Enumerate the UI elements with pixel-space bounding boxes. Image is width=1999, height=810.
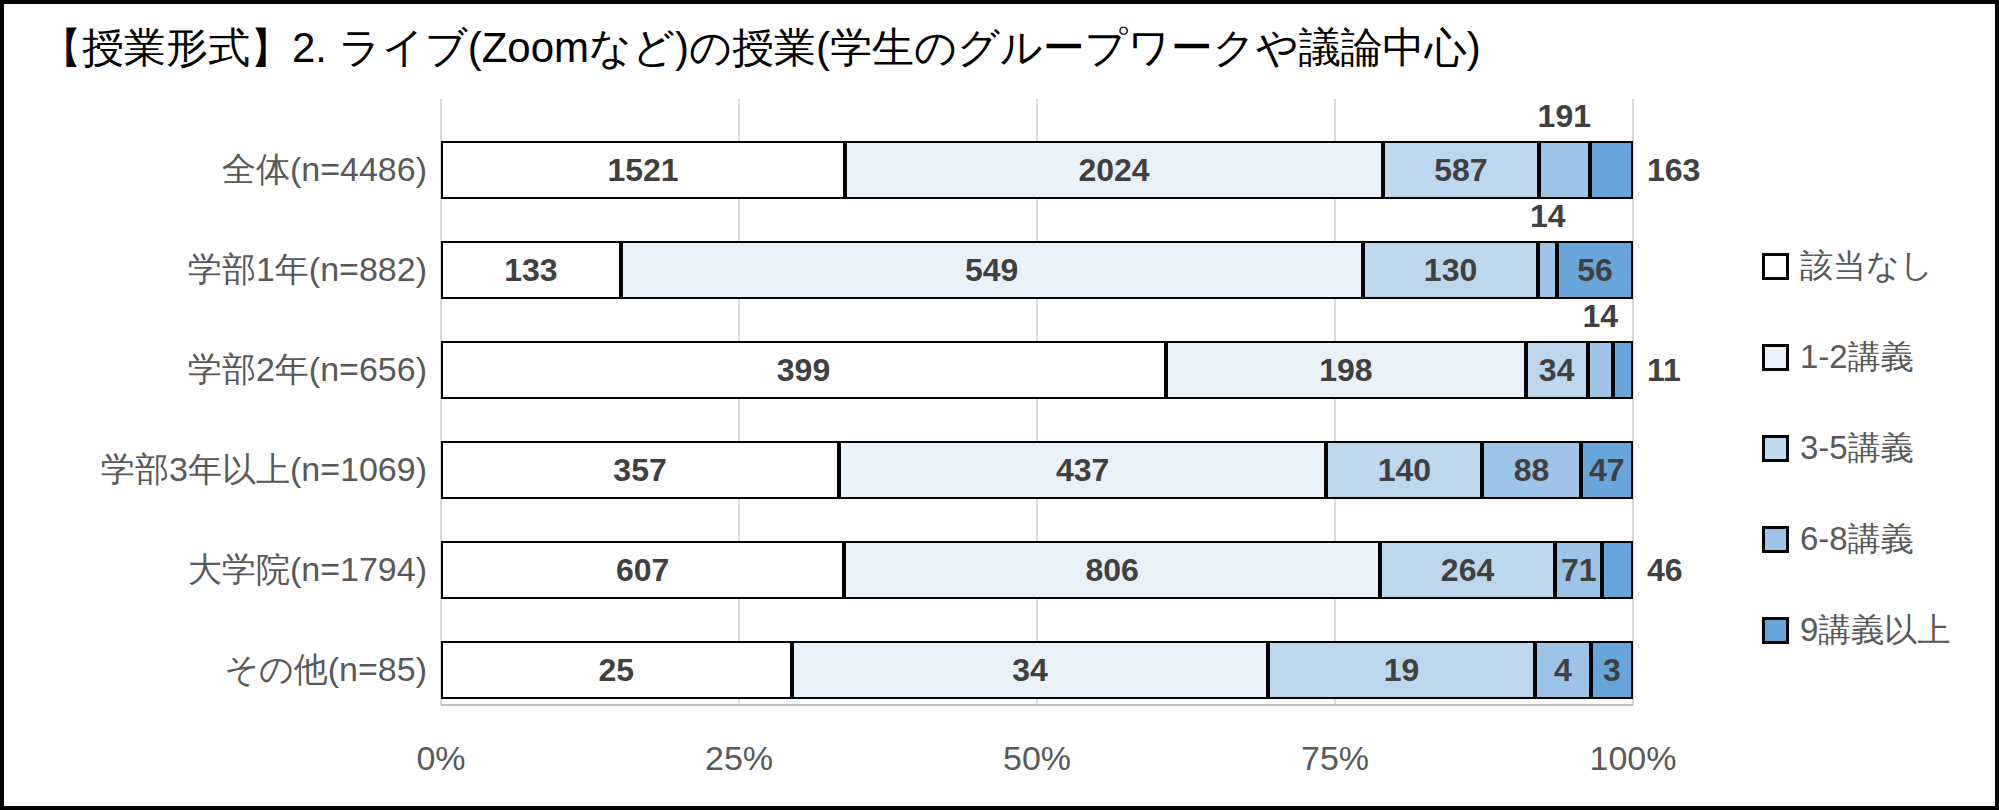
chart-title: 【授業形式】2. ライブ(Zoomなど)の授業(学生のグループワークや議論中心) — [40, 20, 1481, 76]
x-axis-tick-label: 100% — [1590, 739, 1677, 778]
bar-segment: 607 — [441, 541, 844, 599]
legend-swatch — [1762, 617, 1789, 644]
legend-label: 該当なし — [1800, 244, 1934, 289]
bar-segment — [1590, 141, 1633, 199]
plot-area: 全体(n=4486)15212024587191163学部1年(n=882)13… — [441, 99, 1633, 705]
value-label: 357 — [613, 452, 666, 489]
bar-segment: 56 — [1557, 241, 1633, 299]
chart-row: 全体(n=4486)15212024587191163 — [441, 141, 1633, 199]
bar-segment: 19 — [1268, 641, 1534, 699]
value-label: 163 — [1647, 152, 1700, 189]
category-label: 全体(n=4486) — [222, 141, 427, 199]
value-label: 198 — [1319, 352, 1372, 389]
chart-row: 学部2年(n=656)399198341411 — [441, 341, 1633, 399]
bar-segment: 71 — [1555, 541, 1602, 599]
bar-segment: 437 — [839, 441, 1326, 499]
value-label: 140 — [1378, 452, 1431, 489]
bar-segment: 140 — [1326, 441, 1482, 499]
category-label: その他(n=85) — [224, 641, 427, 699]
legend-label: 1-2講義 — [1800, 335, 1914, 380]
value-label: 56 — [1577, 252, 1613, 289]
value-label: 14 — [1530, 198, 1566, 235]
value-label: 607 — [616, 552, 669, 589]
x-axis-tick-label: 50% — [1003, 739, 1071, 778]
value-label: 549 — [965, 252, 1018, 289]
bar-segment: 130 — [1363, 241, 1539, 299]
bar-segment: 25 — [441, 641, 792, 699]
value-label: 19 — [1384, 652, 1420, 689]
category-label: 学部3年以上(n=1069) — [101, 441, 427, 499]
bar-segment: 14 — [1538, 241, 1557, 299]
value-label: 14 — [1582, 298, 1618, 335]
chart-row: 学部3年以上(n=1069)3574371408847 — [441, 441, 1633, 499]
legend: 該当なし 1-2講義 3-5講義 6-8講義 9講義以上 — [1762, 244, 1950, 699]
legend-item: 9講義以上 — [1762, 608, 1950, 653]
value-label: 2024 — [1078, 152, 1149, 189]
bar-segment — [1602, 541, 1633, 599]
legend-label: 9講義以上 — [1800, 608, 1950, 653]
value-label: 191 — [1538, 98, 1591, 135]
legend-swatch — [1762, 253, 1789, 280]
legend-swatch — [1762, 435, 1789, 462]
bar-segment: 34 — [1526, 341, 1588, 399]
bar-segment: 47 — [1581, 441, 1633, 499]
bar-segment: 198 — [1166, 341, 1526, 399]
value-label: 130 — [1424, 252, 1477, 289]
bar-segment: 4 — [1535, 641, 1591, 699]
legend-item: 3-5講義 — [1762, 426, 1950, 471]
category-label: 学部2年(n=656) — [188, 341, 427, 399]
value-label: 34 — [1012, 652, 1048, 689]
value-label: 25 — [598, 652, 634, 689]
bar-segment: 3 — [1591, 641, 1633, 699]
value-label: 437 — [1056, 452, 1109, 489]
value-label: 4 — [1554, 652, 1572, 689]
legend-swatch — [1762, 526, 1789, 553]
x-axis-line — [441, 704, 1633, 706]
value-label: 47 — [1589, 452, 1625, 489]
value-label: 806 — [1085, 552, 1138, 589]
bar-segment: 806 — [844, 541, 1380, 599]
chart-row: その他(n=85)25341943 — [441, 641, 1633, 699]
value-label: 88 — [1514, 452, 1550, 489]
bar-segment: 1521 — [441, 141, 845, 199]
legend-item: 6-8講義 — [1762, 517, 1950, 562]
chart-row: 学部1年(n=882)1335491301456 — [441, 241, 1633, 299]
chart-row: 大学院(n=1794)6078062647146 — [441, 541, 1633, 599]
legend-swatch — [1762, 344, 1789, 371]
x-axis-tick-label: 25% — [705, 739, 773, 778]
bar-segment: 191 — [1539, 141, 1590, 199]
bar-segment: 587 — [1383, 141, 1539, 199]
bar-segment: 133 — [441, 241, 621, 299]
value-label: 34 — [1539, 352, 1575, 389]
legend-label: 3-5講義 — [1800, 426, 1914, 471]
value-label: 264 — [1441, 552, 1494, 589]
value-label: 587 — [1434, 152, 1487, 189]
bar-segment: 34 — [792, 641, 1269, 699]
bar-segment: 357 — [441, 441, 839, 499]
value-label: 71 — [1561, 552, 1597, 589]
category-label: 学部1年(n=882) — [188, 241, 427, 299]
value-label: 399 — [777, 352, 830, 389]
bar-segment: 88 — [1482, 441, 1580, 499]
value-label: 133 — [504, 252, 557, 289]
bar-segment: 14 — [1588, 341, 1613, 399]
bar-segment: 549 — [621, 241, 1363, 299]
value-label: 3 — [1603, 652, 1621, 689]
bar-segment: 264 — [1380, 541, 1555, 599]
value-label: 1521 — [607, 152, 678, 189]
chart-frame: 【授業形式】2. ライブ(Zoomなど)の授業(学生のグループワークや議論中心)… — [0, 0, 1999, 810]
x-axis-tick-label: 75% — [1301, 739, 1369, 778]
value-label: 11 — [1647, 352, 1681, 389]
x-axis-tick-label: 0% — [416, 739, 465, 778]
legend-label: 6-8講義 — [1800, 517, 1914, 562]
legend-item: 該当なし — [1762, 244, 1950, 289]
bar-segment — [1613, 341, 1633, 399]
value-label: 46 — [1647, 552, 1683, 589]
legend-item: 1-2講義 — [1762, 335, 1950, 380]
category-label: 大学院(n=1794) — [188, 541, 427, 599]
bar-segment: 2024 — [845, 141, 1383, 199]
bar-segment: 399 — [441, 341, 1166, 399]
